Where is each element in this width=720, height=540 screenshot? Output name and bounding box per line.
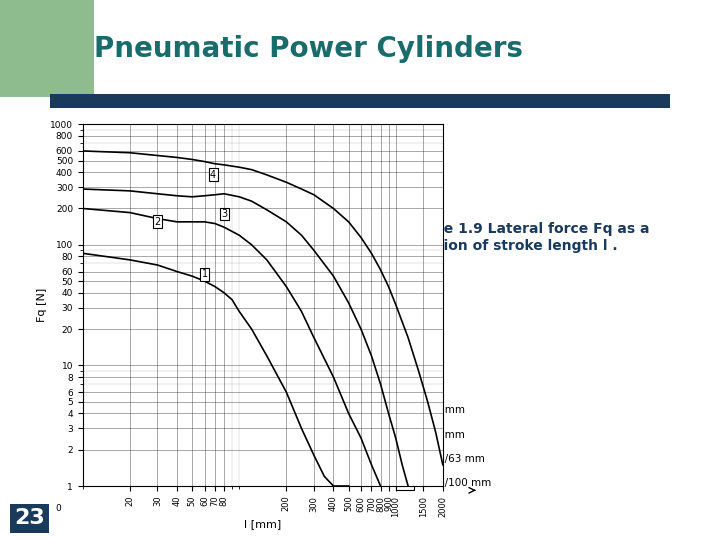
Text: 3: 3 bbox=[402, 454, 408, 464]
Text: 23: 23 bbox=[14, 508, 45, 529]
Text: 4: 4 bbox=[210, 170, 216, 180]
FancyBboxPatch shape bbox=[396, 452, 414, 465]
FancyBboxPatch shape bbox=[396, 476, 414, 490]
Text: 0: 0 bbox=[55, 504, 60, 513]
FancyBboxPatch shape bbox=[0, 0, 94, 97]
Text: 3: 3 bbox=[221, 209, 227, 219]
Text: 2: 2 bbox=[402, 429, 408, 440]
Y-axis label: Fq [N]: Fq [N] bbox=[37, 288, 48, 322]
FancyBboxPatch shape bbox=[396, 403, 414, 417]
Text: Ø40 mm: Ø40 mm bbox=[420, 429, 464, 440]
Text: 2: 2 bbox=[154, 217, 161, 227]
Text: 4: 4 bbox=[402, 478, 408, 488]
FancyBboxPatch shape bbox=[50, 94, 670, 108]
Text: 1: 1 bbox=[402, 405, 408, 415]
FancyBboxPatch shape bbox=[396, 428, 414, 441]
Text: Ø32 mm: Ø32 mm bbox=[420, 405, 465, 415]
Text: Figure 1.9 Lateral force Fq as a function of stroke length l .: Figure 1.9 Lateral force Fq as a functio… bbox=[403, 222, 649, 253]
Text: Ø 80/100 mm: Ø 80/100 mm bbox=[420, 478, 491, 488]
Text: Ø 50/63 mm: Ø 50/63 mm bbox=[420, 454, 485, 464]
Text: 1: 1 bbox=[202, 269, 207, 279]
X-axis label: l [mm]: l [mm] bbox=[244, 519, 282, 530]
Text: Pneumatic Power Cylinders: Pneumatic Power Cylinders bbox=[94, 35, 523, 63]
